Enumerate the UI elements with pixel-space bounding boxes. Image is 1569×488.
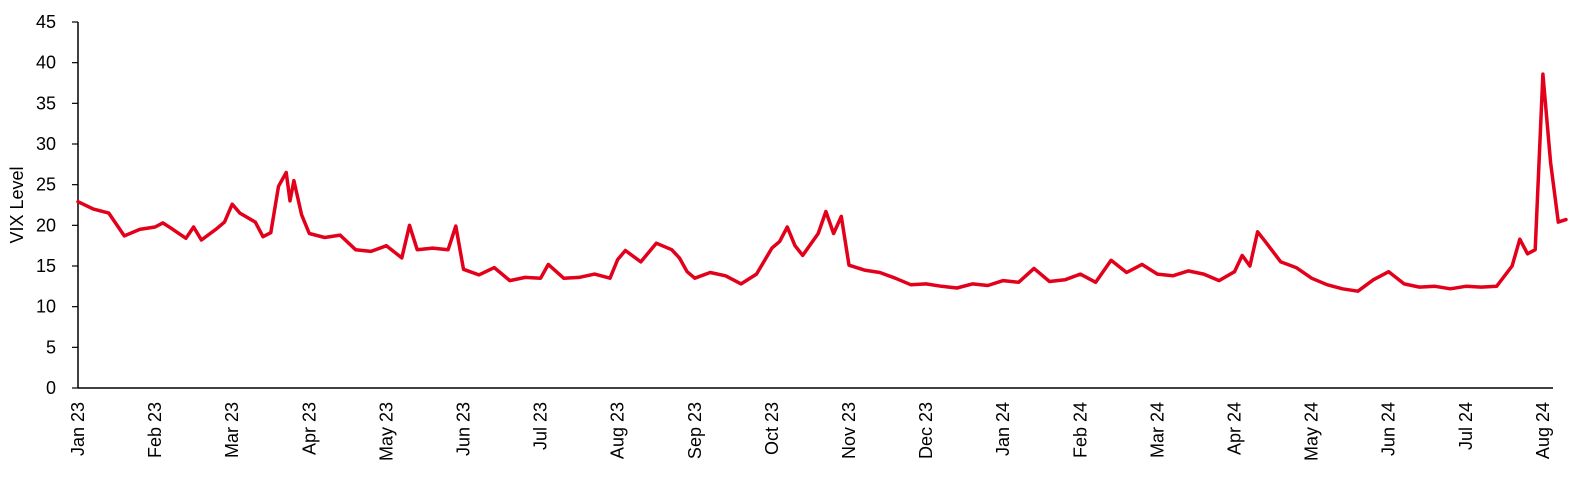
x-tick-label: Dec 23: [916, 402, 936, 459]
x-tick-label: Feb 23: [145, 402, 165, 458]
x-tick-label: Jan 23: [68, 402, 88, 456]
y-tick-label: 0: [46, 378, 56, 398]
vix-series-line: [76, 72, 1568, 293]
y-tick-label: 15: [36, 256, 56, 276]
x-tick-label: May 24: [1302, 402, 1322, 461]
x-tick-label: Nov 23: [839, 402, 859, 459]
y-tick-label: 40: [36, 53, 56, 73]
x-tick-label: Mar 24: [1147, 402, 1167, 458]
y-tick-label: 10: [36, 297, 56, 317]
series-layer: [76, 72, 1568, 293]
y-tick-label: 25: [36, 175, 56, 195]
x-tick-label: Apr 24: [1225, 402, 1245, 455]
y-tick-label: 5: [46, 337, 56, 357]
y-tick-label: 35: [36, 93, 56, 113]
x-tick-label: Mar 23: [222, 402, 242, 458]
x-tick-label: Jun 23: [454, 402, 474, 456]
y-tick-label: 20: [36, 215, 56, 235]
x-axis-ticks: Jan 23 Feb 23 Mar 23 Apr 23 May 23 Jun 23 Jul …: [68, 402, 1553, 461]
x-tick-label: Jun 24: [1379, 402, 1399, 456]
x-tick-label: Jul 24: [1456, 402, 1476, 450]
y-axis-title: VIX Level: [7, 166, 27, 243]
x-tick-label: Feb 24: [1070, 402, 1090, 458]
x-tick-label: Jan 24: [993, 402, 1013, 456]
x-tick-label: Aug 24: [1533, 402, 1553, 459]
y-tick-label: 45: [36, 12, 56, 32]
x-tick-label: Apr 23: [299, 402, 319, 455]
y-tick-label: 30: [36, 134, 56, 154]
x-tick-label: Jul 23: [531, 402, 551, 450]
x-tick-label: May 23: [376, 402, 396, 461]
x-tick-label: Oct 23: [762, 402, 782, 455]
y-axis-ticks: 0 5 10 15 20 25 30 35 40 45: [36, 12, 78, 398]
x-tick-label: Sep 23: [685, 402, 705, 459]
x-tick-label: Aug 23: [608, 402, 628, 459]
